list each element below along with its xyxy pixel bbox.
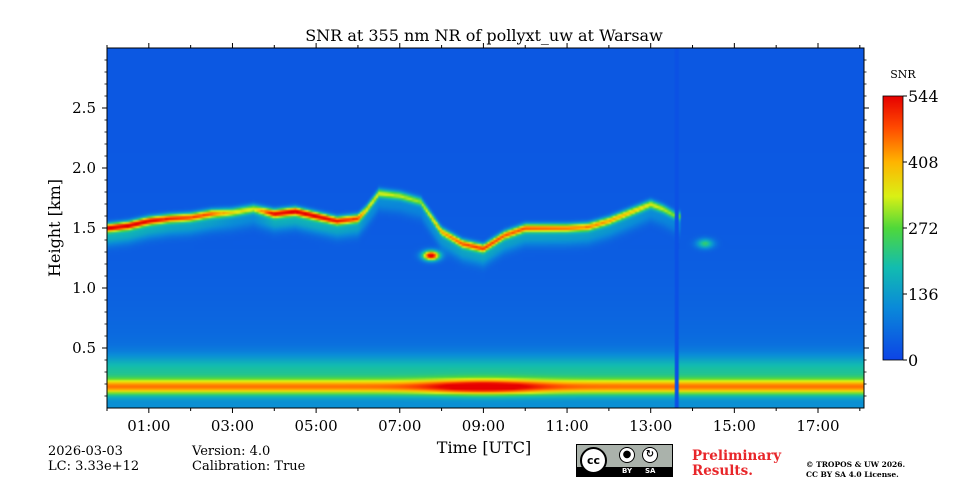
colorbar [882, 95, 904, 361]
x-tick-label: 07:00 [378, 417, 421, 435]
colorbar-tick-label: 136 [908, 285, 939, 304]
cc-badge-bar [577, 467, 672, 476]
colorbar-tick-label: 272 [908, 219, 939, 238]
y-tick-label: 0.5 [72, 339, 96, 357]
cc-license-badge: cc ● ↻ BY SA [576, 444, 673, 477]
cc-by-label: BY [622, 467, 633, 475]
cc-logo-icon: cc [580, 447, 607, 474]
x-tick-label: 11:00 [545, 417, 588, 435]
snr-heatmap [107, 48, 864, 408]
y-axis-label: Height [km] [45, 179, 64, 277]
x-tick-label: 15:00 [713, 417, 756, 435]
cc-sa-label: SA [645, 467, 656, 475]
copyright: © TROPOS & UW 2026. CC BY SA 4.0 License… [806, 460, 905, 480]
colorbar-tick-label: 408 [908, 153, 939, 172]
y-axis: 0.5 1.0 1.5 2.0 2.5 [72, 59, 869, 397]
copyright-line2: CC BY SA 4.0 License. [806, 470, 899, 479]
footer-date: 2026-03-03 [48, 444, 123, 459]
chart-title: SNR at 355 nm NR of pollyxt_uw at Warsaw [305, 26, 663, 45]
colorbar-ticks: 0 136 272 408 544 [903, 87, 939, 370]
y-tick-label: 2.0 [72, 159, 96, 177]
y-tick-label: 1.0 [72, 279, 96, 297]
colorbar-tick-label: 544 [908, 87, 939, 106]
colorbar-tick-label: 0 [908, 351, 918, 370]
plot-area [107, 48, 864, 408]
colorbar-label: SNR [890, 68, 916, 81]
copyright-line1: © TROPOS & UW 2026. [806, 460, 906, 469]
x-tick-label: 05:00 [294, 417, 337, 435]
footer-lc: LC: 3.33e+12 [48, 459, 140, 474]
footer-version: Version: 4.0 [192, 444, 271, 459]
x-tick-label: 17:00 [796, 417, 839, 435]
x-axis-label: Time [UTC] [437, 438, 531, 457]
share-alike-icon: ↻ [642, 447, 658, 463]
preliminary-note: Preliminary Results. [692, 448, 782, 479]
x-tick-label: 01:00 [127, 417, 170, 435]
x-tick-label: 09:00 [462, 417, 505, 435]
y-tick-label: 2.5 [72, 99, 96, 117]
x-axis: 01:00 03:00 05:00 07:00 09:00 11:00 13:00 15:00… [106, 43, 861, 435]
x-tick-label: 13:00 [629, 417, 672, 435]
x-tick-label: 03:00 [211, 417, 254, 435]
attribution-icon: ● [619, 447, 635, 463]
footer-calibration: Calibration: True [192, 459, 306, 474]
y-tick-label: 1.5 [72, 219, 96, 237]
